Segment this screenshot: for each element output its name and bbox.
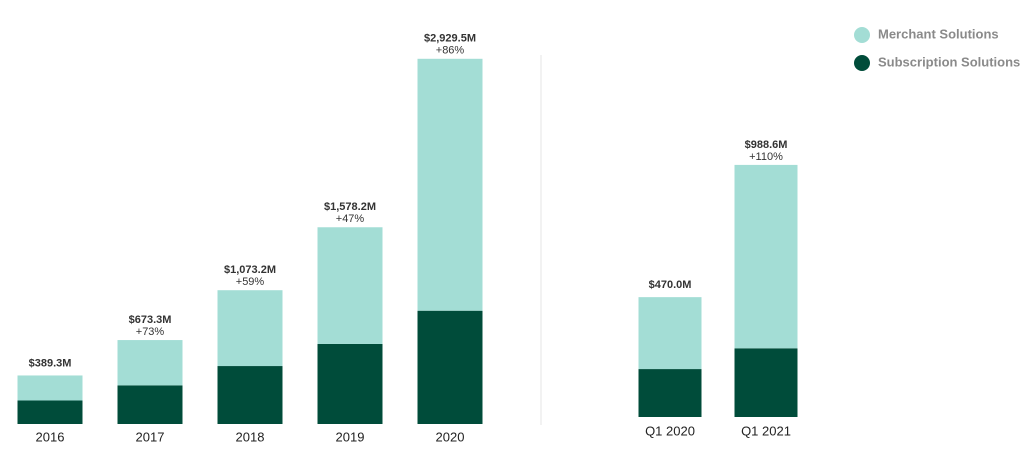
bar-segment (17, 400, 83, 424)
bar-segment (417, 58, 483, 311)
bar-segment (317, 227, 383, 344)
bar-segment (217, 366, 283, 424)
growth-label: +47% (336, 213, 365, 225)
bar-segment (317, 343, 383, 424)
bar-segment (734, 164, 798, 349)
legend-label: Subscription Solutions (878, 54, 1020, 69)
total-label: $1,578.2M (324, 201, 376, 213)
legend-swatch (854, 55, 870, 71)
total-label: $988.6M (745, 139, 788, 151)
bar-segment (638, 297, 702, 370)
bar-segment (17, 375, 83, 401)
bar-segment (117, 340, 183, 386)
x-tick-label: 2019 (336, 429, 365, 444)
total-label: $1,073.2M (224, 264, 276, 276)
legend-swatch (854, 27, 870, 43)
total-label: $2,929.5M (424, 33, 476, 45)
bar-segment (638, 369, 702, 417)
total-label: $389.3M (29, 357, 72, 369)
growth-label: +110% (749, 151, 783, 163)
total-label: $673.3M (129, 314, 172, 326)
bar-segment (217, 290, 283, 367)
x-tick-label: Q1 2021 (741, 423, 791, 438)
total-label: $470.0M (649, 279, 692, 291)
growth-label: +59% (236, 276, 265, 288)
x-tick-label: 2018 (236, 429, 265, 444)
bar-segment (117, 385, 183, 424)
x-tick-label: Q1 2020 (645, 423, 695, 438)
x-tick-label: 2020 (436, 429, 465, 444)
growth-label: +73% (136, 326, 165, 338)
x-tick-label: 2017 (136, 429, 165, 444)
bar-segment (417, 310, 483, 424)
bar-segment (734, 348, 798, 417)
legend-label: Merchant Solutions (878, 26, 999, 41)
growth-label: +86% (436, 45, 465, 57)
x-tick-label: 2016 (36, 429, 65, 444)
